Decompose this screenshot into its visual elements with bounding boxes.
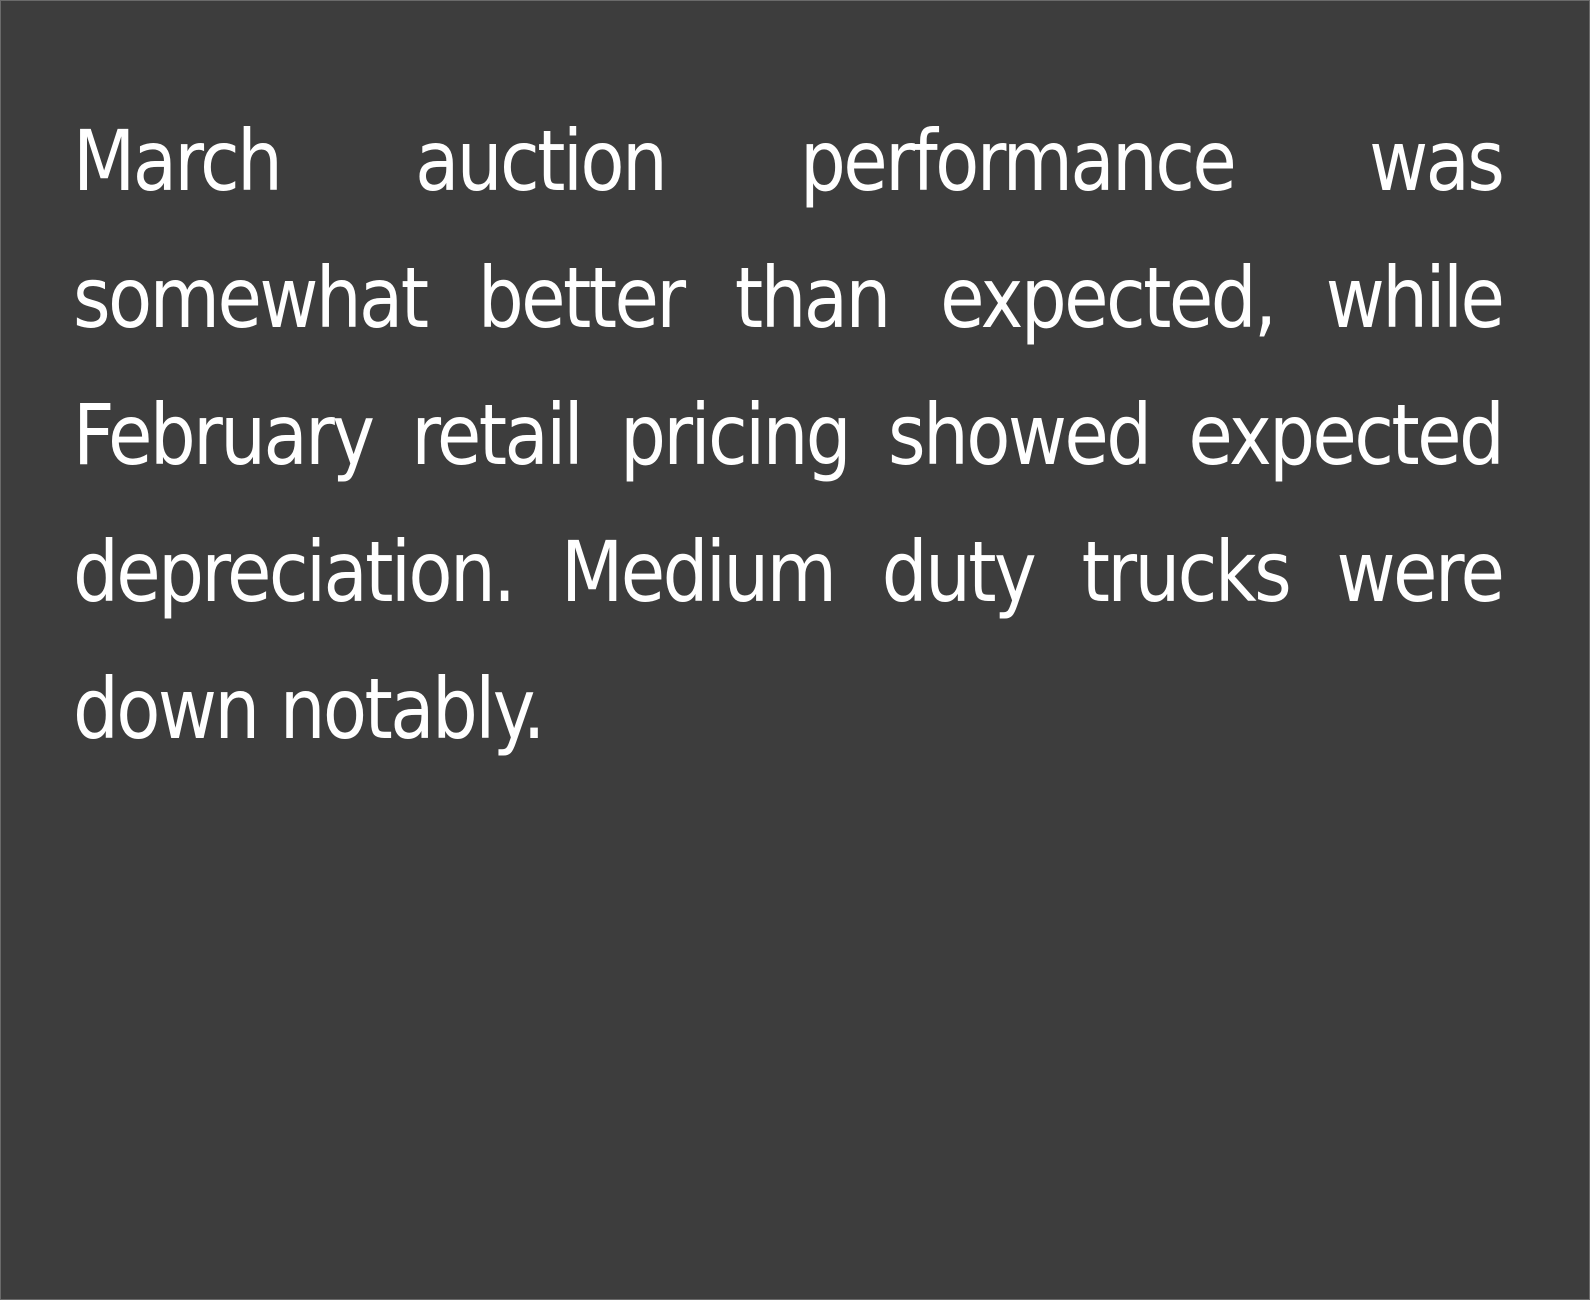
summary-paragraph: March auction performance was somewhat b… <box>73 112 1505 758</box>
